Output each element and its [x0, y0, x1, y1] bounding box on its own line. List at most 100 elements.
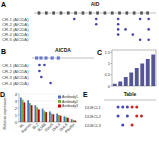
legend-swatch: [58, 100, 61, 103]
exon: [111, 11, 114, 14]
exon: [140, 11, 143, 14]
exon: [51, 56, 54, 59]
figure: AAIDCR-1 (AICDA)CR-2 (AICDA)CR-3 (AICDA)…: [0, 0, 159, 142]
tick: [18, 108, 20, 109]
bar: [64, 116, 66, 122]
legend-swatch: [58, 96, 61, 99]
exon: [89, 11, 92, 14]
bar: [38, 109, 40, 122]
legend-swatch: [58, 105, 61, 108]
exon: [118, 11, 121, 14]
bar: [44, 111, 46, 122]
dot: [147, 39, 150, 42]
bar: [73, 120, 75, 122]
bar: [56, 114, 58, 122]
exon: [74, 11, 77, 14]
dot: [117, 28, 120, 31]
category-label: Pfeiffer: [64, 122, 76, 134]
bar: [151, 55, 155, 87]
y-axis: [19, 94, 20, 122]
exon: [67, 11, 70, 14]
dot: [38, 70, 41, 73]
dot: [126, 115, 129, 118]
dot: [140, 115, 143, 118]
tick-label: 0.5: [104, 72, 110, 77]
bar: [35, 105, 37, 122]
dot: [135, 115, 138, 118]
bar: [71, 119, 73, 122]
exon: [45, 11, 48, 14]
bar: [124, 77, 128, 86]
exon: [44, 56, 47, 59]
exon: [60, 11, 63, 14]
row-label: DLBCL3: [85, 123, 101, 128]
panel-label: C: [97, 49, 102, 56]
tick-label: 1: [15, 113, 18, 118]
dot: [131, 124, 134, 127]
tick-label: 1: [108, 61, 111, 66]
tick: [18, 94, 20, 95]
tick-label: 0: [108, 84, 111, 89]
dot: [117, 106, 120, 109]
bars: [113, 55, 155, 87]
category-label: Ramos: [21, 123, 32, 134]
bar: [22, 100, 24, 122]
dot: [126, 106, 129, 109]
dot: [40, 76, 43, 79]
exon: [38, 11, 41, 14]
frame: [112, 50, 156, 86]
row-label: CR-4 (AICDA): [2, 81, 29, 86]
bar: [36, 107, 38, 122]
tick: [111, 63, 113, 64]
tick: [111, 74, 113, 75]
tick-label: 1.5: [104, 50, 110, 55]
exon: [57, 56, 60, 59]
y-label: Relative expression: [3, 96, 7, 129]
bar: [42, 109, 44, 122]
dot: [121, 124, 124, 127]
bar: [65, 117, 67, 122]
bar: [49, 112, 51, 123]
bar: [67, 118, 69, 122]
dot: [131, 106, 134, 109]
exon: [52, 11, 55, 14]
track-panel: AAIDCR-1 (AICDA)CR-2 (AICDA)CR-3 (AICDA)…: [1, 1, 156, 42]
bar: [113, 84, 117, 86]
tick: [18, 101, 20, 102]
bar-panel: 0 0.5 1 1.5C: [97, 49, 156, 89]
bar: [140, 64, 144, 87]
dot: [139, 39, 142, 42]
panel-label: E: [83, 91, 88, 98]
tick-label: 2: [15, 106, 18, 111]
bar: [29, 103, 31, 122]
bar-panel: 01234RLRamosBL2BJABDaudiDHL4DHL6Pfeiffer…: [0, 91, 78, 134]
exon: [126, 11, 129, 14]
dot: [139, 18, 142, 21]
exon: [35, 56, 38, 59]
bar: [146, 59, 150, 86]
tick: [111, 86, 113, 87]
title: AID: [91, 1, 100, 7]
dot: [95, 18, 98, 21]
dot: [147, 18, 150, 21]
panel-label: B: [1, 48, 6, 55]
bar: [135, 68, 139, 86]
bar: [20, 98, 22, 123]
dot: [124, 28, 127, 31]
exon: [96, 11, 99, 14]
tick-label: 3: [15, 99, 18, 104]
exon: [133, 11, 136, 14]
exon: [82, 11, 85, 14]
row-label: DLBCL2: [85, 114, 101, 119]
dot: [121, 106, 124, 109]
legend-entry: Antibody2: [62, 100, 78, 104]
dot: [117, 115, 120, 118]
bar: [58, 115, 60, 122]
dot: [132, 33, 135, 36]
tick: [18, 122, 20, 123]
bar: [23, 102, 25, 122]
bar: [45, 112, 47, 122]
legend-entry: Antibody3: [62, 104, 78, 108]
tick: [18, 115, 20, 116]
dot: [43, 64, 46, 67]
